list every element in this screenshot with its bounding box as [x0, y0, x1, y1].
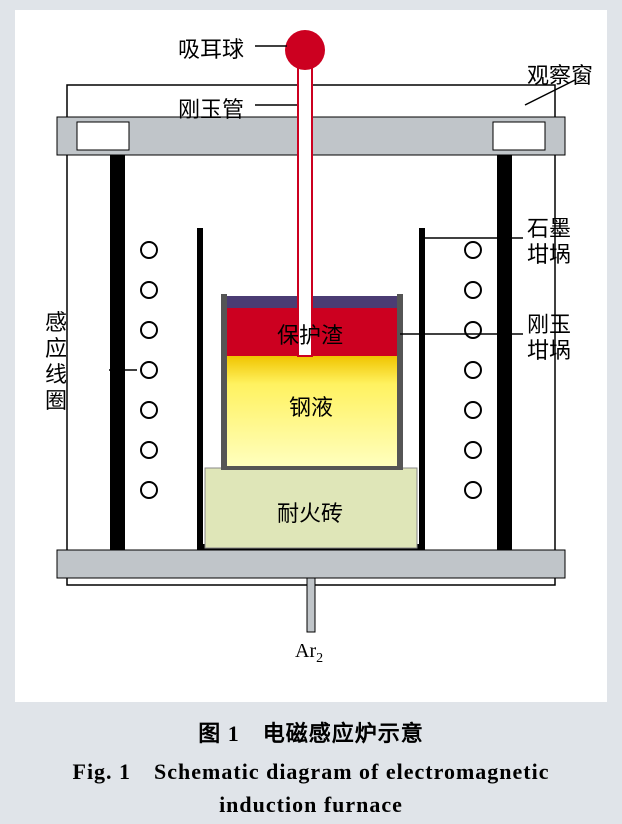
window-right — [493, 122, 545, 150]
window-left — [77, 122, 129, 150]
support-left — [110, 155, 125, 550]
caption-en1: Fig. 1 Schematic diagram of electromagne… — [0, 754, 622, 786]
label-steel: 钢液 — [289, 390, 333, 422]
coils-right — [465, 242, 481, 498]
label-gas: Ar2 — [295, 640, 323, 667]
label-corundum-crucible: 刚玉坩埚 — [527, 312, 571, 364]
furnace-diagram — [15, 10, 607, 702]
support-right — [497, 155, 512, 550]
label-window: 观察窗 — [527, 58, 593, 90]
label-graphite: 石墨坩埚 — [527, 216, 571, 268]
label-brick: 耐火砖 — [277, 496, 343, 528]
bulb — [285, 30, 325, 70]
ar-pipe — [307, 578, 315, 632]
bottom-plate — [57, 550, 565, 578]
figure-container: 吸耳球 刚玉管 观察窗 石墨坩埚 刚玉坩埚 感应线圈 保护渣 钢液 耐火砖 Ar… — [15, 10, 607, 702]
corundum-tube — [298, 54, 312, 356]
caption-area: 图 1 电磁感应炉示意 Fig. 1 Schematic diagram of … — [0, 710, 622, 824]
label-bulb: 吸耳球 — [178, 32, 244, 64]
label-coil: 感应线圈 — [45, 310, 67, 414]
caption-en2: induction furnace — [0, 792, 622, 818]
label-corundum-tube: 刚玉管 — [178, 92, 244, 124]
coils-left — [141, 242, 157, 498]
label-slag: 保护渣 — [277, 318, 343, 350]
caption-zh: 图 1 电磁感应炉示意 — [0, 716, 622, 748]
